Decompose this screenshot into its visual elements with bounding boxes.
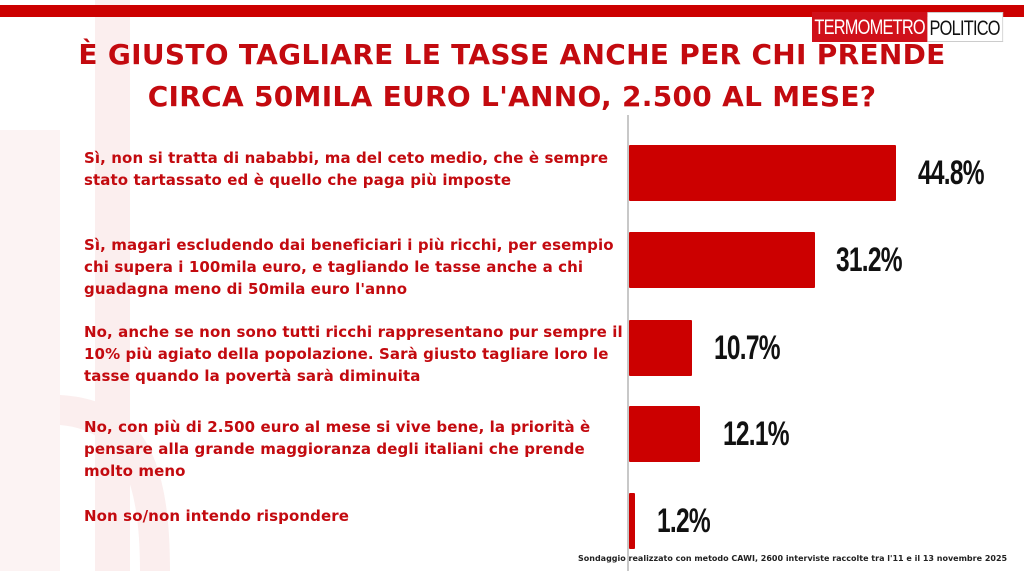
value-label: 10.7% [714, 329, 781, 367]
brand-logo-part1: TERMOMETRO [812, 12, 928, 42]
title-line-1: È GIUSTO TAGLIARE LE TASSE ANCHE PER CHI… [78, 38, 946, 71]
bar [629, 406, 700, 462]
value-label: 31.2% [836, 241, 903, 279]
answer-label: No, anche se non sono tutti ricchi rappr… [84, 323, 623, 385]
answer-label: Sì, non si tratta di nababbi, ma del cet… [84, 149, 609, 189]
brand-logo: TERMOMETRO POLITICO [812, 12, 1003, 42]
bar [629, 493, 635, 549]
value-label: 44.8% [918, 154, 985, 192]
bar [629, 320, 692, 376]
answer-label: Non so/non intendo rispondere [84, 507, 350, 525]
brand-logo-part2: POLITICO [927, 12, 1003, 42]
value-label: 12.1% [723, 415, 790, 453]
y-axis-line [627, 115, 629, 571]
title-line-2: CIRCA 50MILA EURO L'ANNO, 2.500 AL MESE? [147, 80, 877, 113]
answer-label: Sì, magari escludendo dai beneficiari i … [84, 236, 614, 298]
header-bar [0, 5, 1024, 17]
source-note: Sondaggio realizzato con metodo CAWI, 26… [578, 554, 1008, 563]
chart-title: È GIUSTO TAGLIARE LE TASSE ANCHE PER CHI… [0, 34, 1024, 118]
value-label: 1.2% [657, 502, 711, 540]
bar [629, 232, 815, 288]
bar [629, 145, 896, 201]
answer-label: No, con più di 2.500 euro al mese si viv… [84, 418, 591, 480]
